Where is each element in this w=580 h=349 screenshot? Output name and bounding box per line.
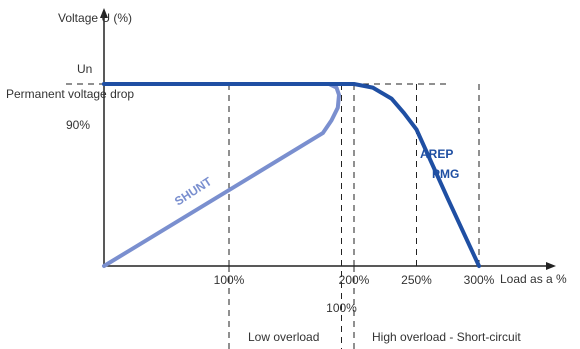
y-label-permanent-drop: Permanent voltage drop <box>6 87 134 101</box>
x-tick-label-300: 300% <box>464 273 495 287</box>
y-axis-label: Voltage U (%) <box>58 11 132 25</box>
x-axis-arrow <box>546 262 556 270</box>
series-label-pmg: PMG <box>432 167 459 181</box>
x-tick-label-extra: 100% <box>326 301 357 315</box>
axes <box>100 8 556 270</box>
y-label-90: 90% <box>66 118 90 132</box>
region-label-high: High overload - Short-circuit <box>372 330 521 344</box>
guide-lines <box>66 83 480 349</box>
series-arep-pmg <box>102 82 481 268</box>
curves <box>102 82 481 268</box>
y-label-un: Un <box>77 62 92 76</box>
x-axis-label: Load as a % <box>500 272 567 286</box>
labels: Voltage U (%) Load as a % Un Permanent v… <box>6 11 567 344</box>
x-tick-label-100: 100% <box>214 273 245 287</box>
series-label-arep: AREP <box>420 147 453 161</box>
x-tick-label-200: 200% <box>339 273 370 287</box>
x-tick-label-250: 250% <box>401 273 432 287</box>
series-shunt <box>102 82 341 268</box>
region-label-low: Low overload <box>248 330 319 344</box>
y-axis-arrow <box>100 8 108 18</box>
